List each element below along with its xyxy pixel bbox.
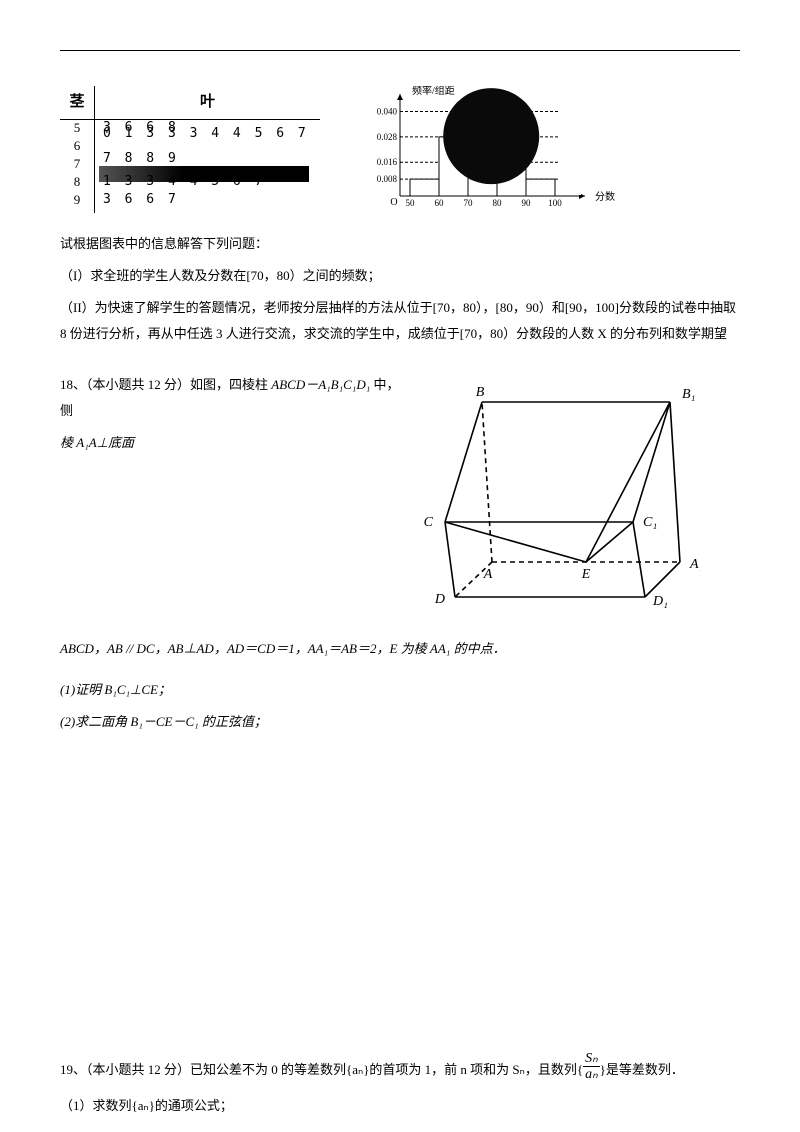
svg-text:C: C — [424, 515, 434, 530]
stem-leaf-row: 60 1 3 3 3 4 4 5 6 7 7 8 8 9 — [60, 138, 320, 156]
svg-text:C₁: C₁ — [643, 515, 657, 530]
q19-text: 19、（本小题共 12 分）已知公差不为 0 的等差数列{aₙ}的首项为 1，前… — [60, 1055, 740, 1087]
intro-line: 试根据图表中的信息解答下列问题： — [60, 231, 740, 257]
svg-text:0.040: 0.040 — [377, 107, 398, 117]
svg-text:A₁: A₁ — [689, 557, 700, 572]
svg-text:B₁: B₁ — [682, 387, 695, 402]
question-18: 18、（本小题共 12 分）如图，四棱柱 ABCD－A₁B₁C₁D₁ 中，侧 棱… — [60, 372, 740, 456]
q18-line2: 棱 A₁A⊥底面 — [60, 430, 400, 456]
q18-part2: (2)求二面角 B₁－CE－C₁ 的正弦值； — [60, 709, 740, 735]
stem-leaf-row: 93 6 6 7 — [60, 192, 320, 210]
histogram: 频率/组距分数 0.040 0.028 0.016 0.008 50 60 70 80 90 100… — [360, 86, 620, 216]
q19-part1: （1）求数列{aₙ}的通项公式； — [60, 1093, 740, 1119]
q18-part1: (1)证明 B₁C₁⊥CE； — [60, 677, 740, 703]
svg-text:0.016: 0.016 — [377, 157, 398, 167]
question-19: 19、（本小题共 12 分）已知公差不为 0 的等差数列{aₙ}的首项为 1，前… — [60, 1055, 740, 1119]
q18-prism-figure: B B₁ C C₁ A A₁ D D₁ E — [420, 382, 700, 621]
svg-text:100: 100 — [548, 198, 562, 208]
fraction-sn-an: Sₙaₙ — [583, 1051, 600, 1083]
svg-text:B: B — [476, 385, 485, 400]
svg-text:频率/组距: 频率/组距 — [412, 86, 455, 97]
svg-text:0.008: 0.008 — [377, 174, 398, 184]
svg-text:0.028: 0.028 — [377, 132, 398, 142]
top-figures: 茎 叶 53 6 6 860 1 3 3 3 4 4 5 6 7 7 8 8 9… — [60, 86, 740, 216]
svg-text:E: E — [581, 567, 591, 582]
svg-text:70: 70 — [464, 198, 474, 208]
q18-cond: ABCD，AB // DC，AB⊥AD，AD＝CD＝1，AA₁＝AB＝2，E 为… — [60, 636, 740, 662]
svg-text:50: 50 — [406, 198, 416, 208]
q18-line1: 18、（本小题共 12 分）如图，四棱柱 ABCD－A₁B₁C₁D₁ 中，侧 — [60, 372, 400, 424]
stem-header: 茎 — [60, 86, 95, 119]
svg-text:90: 90 — [522, 198, 532, 208]
svg-text:D: D — [434, 592, 445, 607]
svg-text:80: 80 — [493, 198, 503, 208]
q17-part2: （II）为快速了解学生的答题情况，老师按分层抽样的方法从位于[70，80），[8… — [60, 295, 740, 347]
svg-text:A: A — [483, 567, 493, 582]
stem-leaf-plot: 茎 叶 53 6 6 860 1 3 3 3 4 4 5 6 7 7 8 8 9… — [60, 86, 320, 216]
svg-text:O: O — [390, 197, 397, 208]
svg-text:分数: 分数 — [595, 190, 615, 203]
svg-text:60: 60 — [435, 198, 445, 208]
leaf-header: 叶 — [95, 86, 320, 119]
q17-part1: （I）求全班的学生人数及分数在[70，80）之间的频数； — [60, 263, 740, 289]
svg-text:D₁: D₁ — [652, 594, 668, 609]
